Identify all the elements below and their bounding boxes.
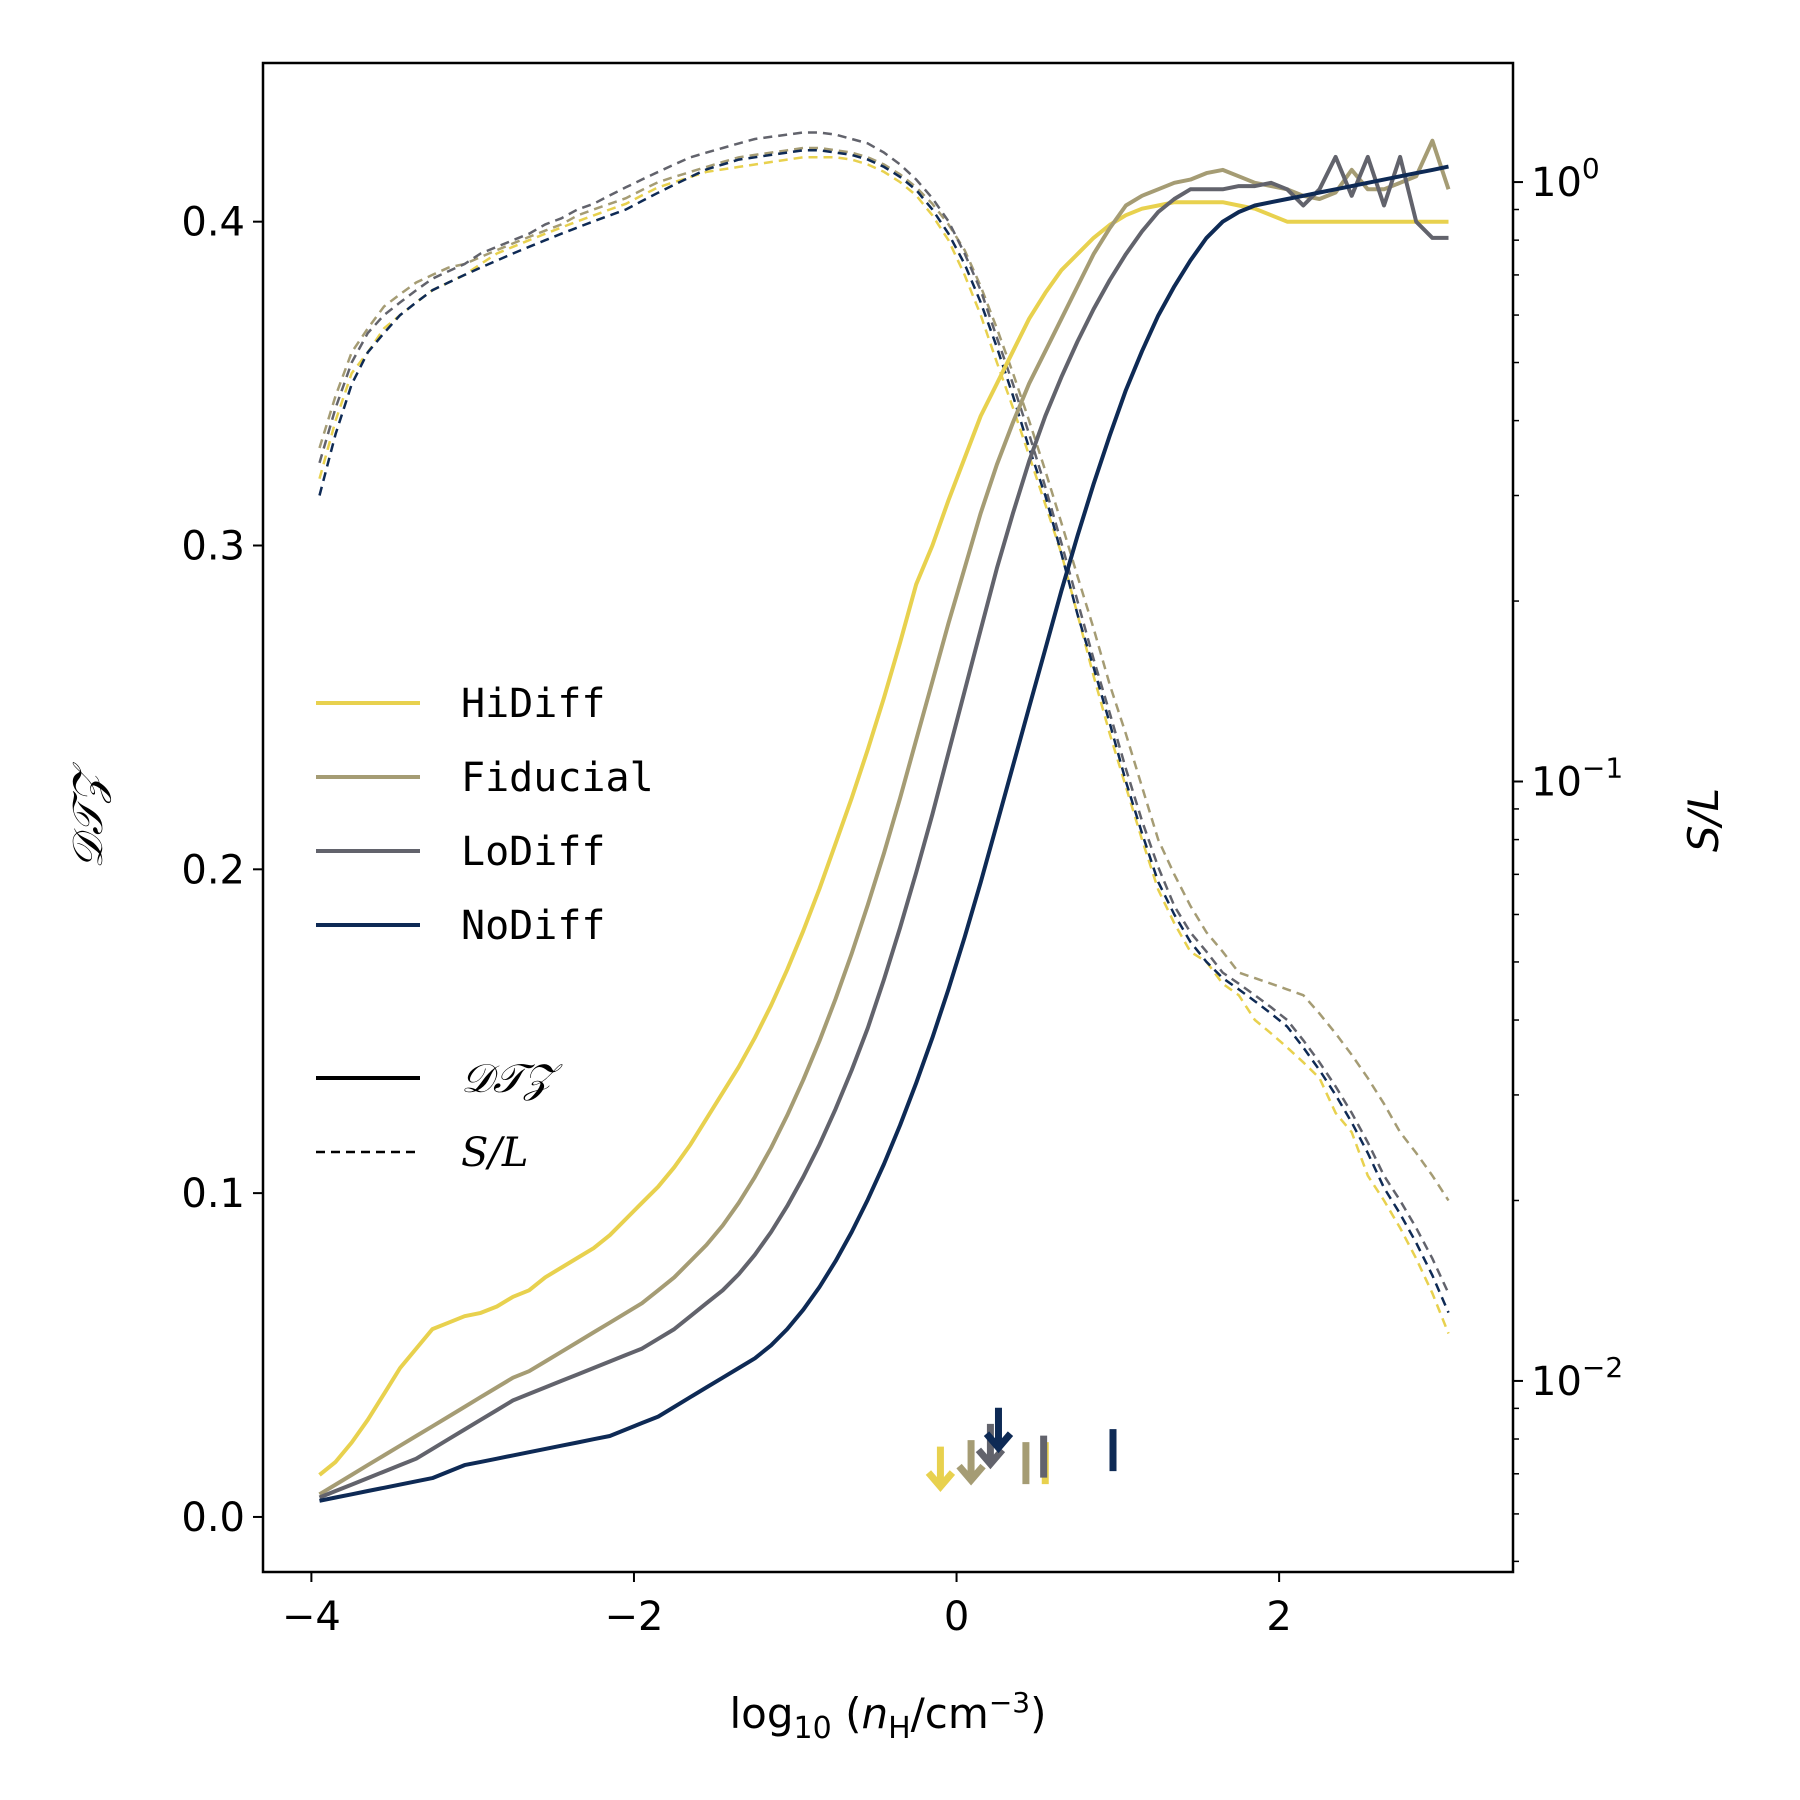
y-axis-right: 10−2 10−1 100 [1513,152,1623,1563]
y-right-tick-label: 10−1 [1531,752,1623,806]
legend-label-dashed: S/L [461,1130,528,1176]
x-tick-label: −2 [604,1594,663,1640]
legend-label-fiducial: Fiducial [461,755,654,801]
sl-line-lodiff [318,131,1450,1294]
dtz-line-hidiff [318,200,1449,1477]
markers [925,1407,1117,1492]
arrow-head-fiducial [956,1463,986,1486]
y-left-tick-label: 0.4 [181,200,245,246]
arrow-head-hidiff [925,1470,956,1492]
dtz-line-lodiff [318,154,1449,1500]
dtz-line-fiducial [318,138,1451,1497]
arrow-head-nodiff [983,1431,1014,1454]
legend-label-lodiff: LoDiff [461,829,606,875]
legend: HiDiff Fiducial LoDiff NoDiff 𝒟𝒯𝒵 S/L [316,681,654,1176]
x-axis: −4 −2 0 2 [282,1572,1292,1640]
legend-label-nodiff: NoDiff [461,903,606,949]
y-axis-right-title: S/L [1679,788,1728,852]
y-left-tick-label: 0.2 [181,847,245,893]
y-axis-left-title: 𝒟𝒯𝒵 [63,761,112,869]
y-left-tick-label: 0.3 [181,523,245,569]
plot-frame [261,61,1515,1574]
y-left-tick-label: 0.1 [181,1171,245,1217]
x-tick-label: 0 [944,1594,969,1640]
sl-lines [318,131,1450,1334]
legend-label-solid: 𝒟𝒯𝒵 [461,1056,564,1102]
dtz-line-nodiff [319,164,1449,1503]
y-axis-left: 0.0 0.1 0.2 0.3 0.4 [181,200,263,1541]
legend-label-hidiff: HiDiff [461,681,606,727]
x-tick-label: −4 [282,1594,341,1640]
arrow-head-lodiff [975,1447,1006,1470]
x-tick-label: 2 [1266,1594,1291,1640]
y-right-tick-label: 100 [1531,152,1600,206]
sl-line-hidiff [318,156,1450,1334]
dtz-lines [318,138,1451,1503]
y-right-tick-label: 10−2 [1531,1351,1623,1405]
sl-line-nodiff [318,149,1450,1314]
x-axis-title: log10 (nH/cm−3) [730,1686,1047,1746]
sl-line-fiducial [318,146,1450,1202]
y-left-tick-label: 0.0 [181,1495,245,1541]
